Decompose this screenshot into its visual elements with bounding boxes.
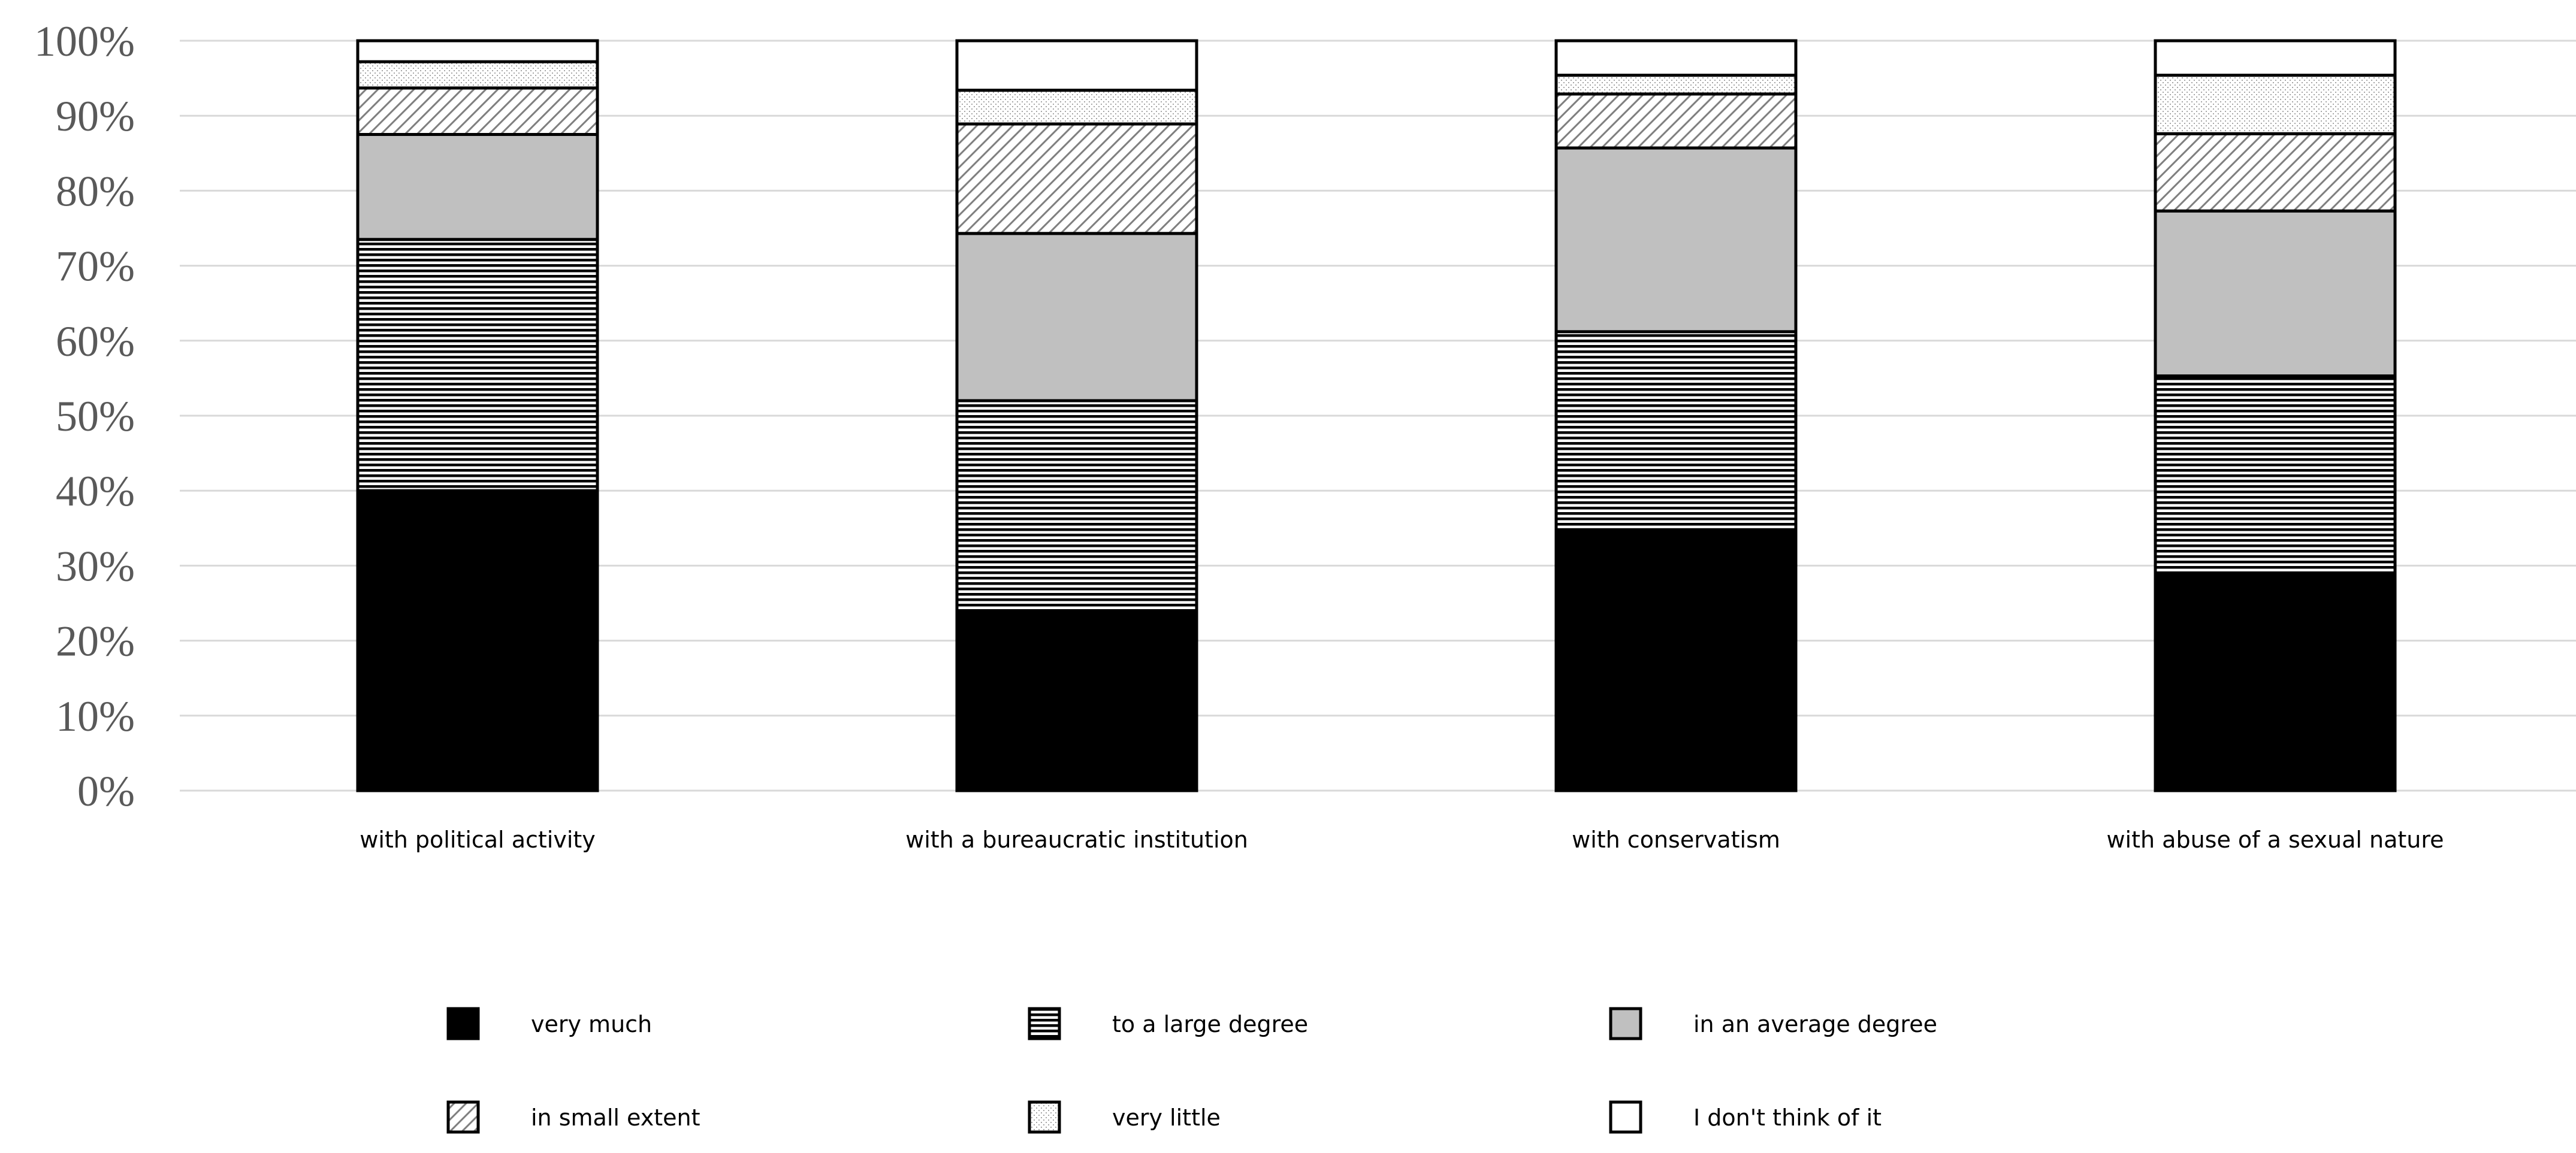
bar-segment — [955, 232, 1198, 403]
bar-segment — [1554, 39, 1798, 77]
legend-swatch — [1609, 1007, 1642, 1040]
bar-segment — [955, 39, 1198, 92]
legend-swatch — [1609, 1100, 1642, 1134]
y-tick-label: 100% — [34, 17, 135, 65]
y-tick-label: 40% — [56, 467, 135, 515]
legend-swatch — [1028, 1100, 1061, 1134]
y-tick-label: 10% — [56, 692, 135, 740]
y-tick-label: 80% — [56, 167, 135, 215]
bar-segment — [356, 39, 599, 63]
bar-segment — [1554, 528, 1798, 792]
bar-segment — [1554, 146, 1798, 334]
bars — [356, 39, 2397, 792]
y-tick-label: 20% — [56, 618, 135, 665]
legend-swatch — [446, 1007, 480, 1040]
legend-label: very much — [531, 1011, 652, 1037]
legend-label: very little — [1112, 1104, 1221, 1131]
y-tick-label: 60% — [56, 317, 135, 365]
legend: very much to a large degree in an average … — [446, 1007, 1937, 1134]
bar-segment — [955, 609, 1198, 792]
bar-segment — [356, 133, 599, 241]
y-tick-label: 70% — [56, 243, 135, 290]
y-tick-label: 30% — [56, 542, 135, 590]
bar-segment — [356, 238, 599, 492]
legend-label: to a large degree — [1112, 1011, 1308, 1037]
x-tick-label: with political activity — [360, 827, 596, 853]
bar-segment — [356, 60, 599, 90]
bar-segment — [955, 89, 1198, 126]
x-axis-labels: with political activity with a bureaucrat… — [360, 827, 2444, 853]
legend-label: in an average degree — [1693, 1011, 1937, 1037]
bar-segment — [2154, 74, 2397, 135]
x-tick-label: with abuse of a sexual nature — [2106, 827, 2444, 853]
bar-segment — [356, 489, 599, 792]
legend-label: in small extent — [531, 1104, 700, 1131]
legend-swatch — [446, 1100, 480, 1134]
bar-segment — [2154, 574, 2397, 792]
x-tick-label: with conservatism — [1572, 827, 1780, 853]
x-tick-label: with a bureaucratic institution — [905, 827, 1248, 853]
bar-segment — [356, 86, 599, 137]
bar-segment — [2154, 132, 2397, 213]
legend-label: I don't think of it — [1693, 1104, 1882, 1131]
legend-swatch — [1028, 1007, 1061, 1040]
y-tick-label: 90% — [56, 92, 135, 140]
bar-segment — [1554, 74, 1798, 96]
bar-segment — [2154, 209, 2397, 378]
bar-segment — [1554, 330, 1798, 531]
bar-segment — [955, 122, 1198, 235]
bar-segment — [955, 399, 1198, 613]
bar-segment — [2154, 374, 2397, 577]
y-tick-label: 0% — [77, 767, 135, 815]
bar-segment — [1554, 92, 1798, 150]
y-tick-label: 50% — [56, 392, 135, 440]
y-axis-ticks: 0% 10% 20% 30% 40% 50% 60% 70% 80% 90% 100% — [34, 17, 135, 815]
bar-segment — [2154, 39, 2397, 77]
